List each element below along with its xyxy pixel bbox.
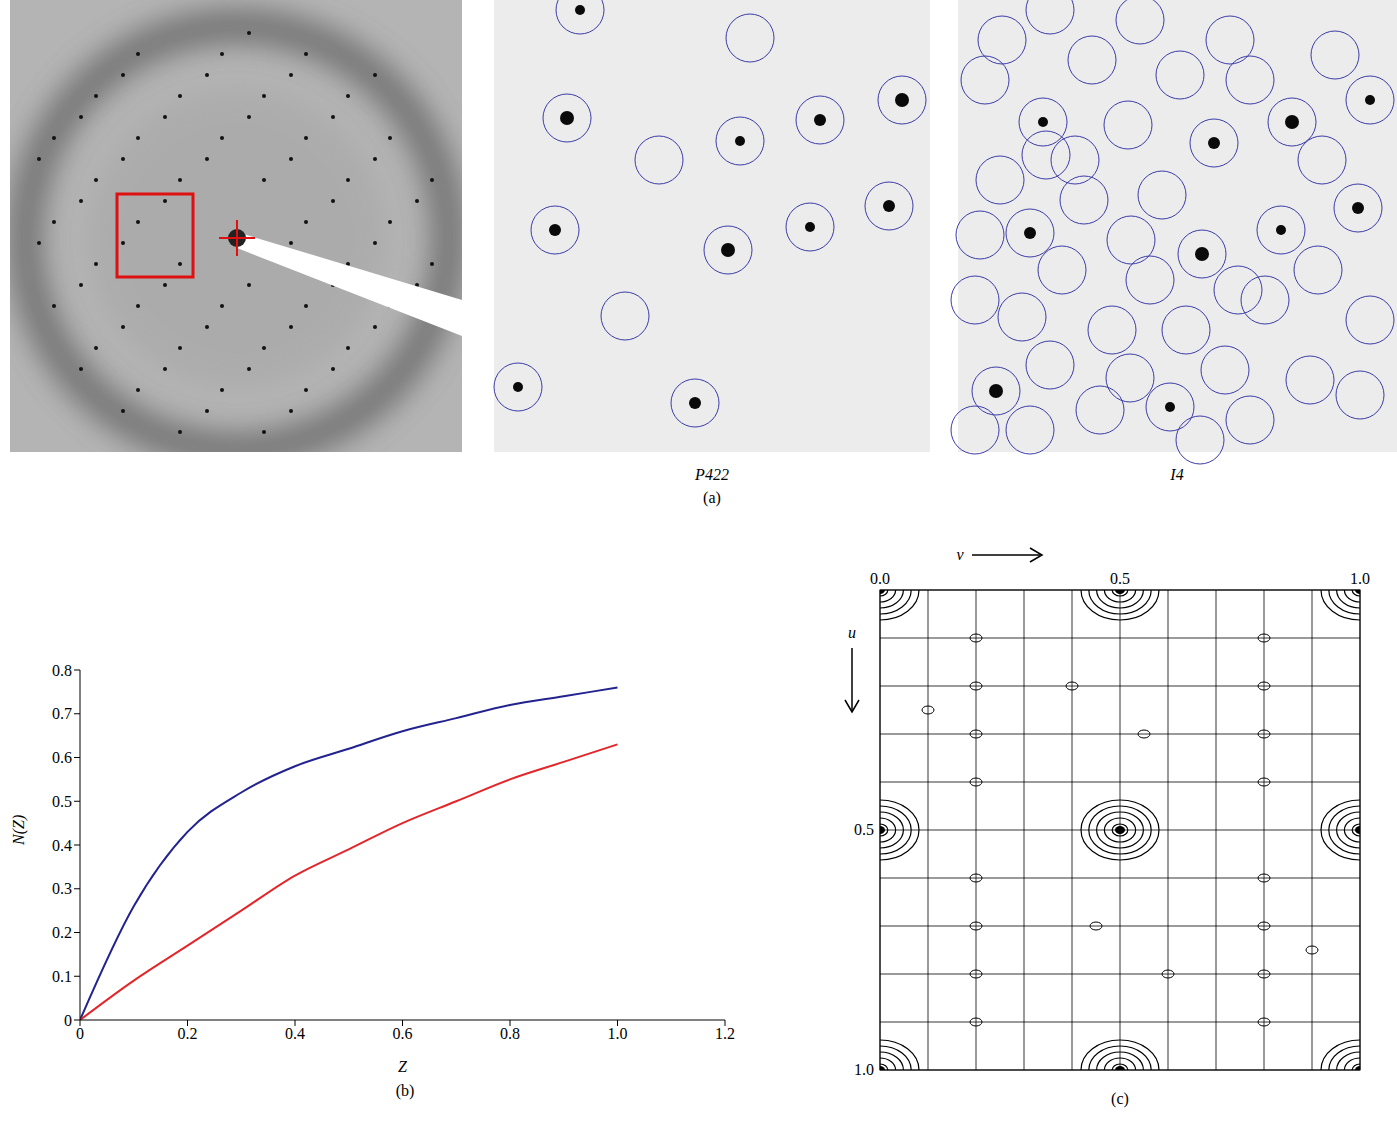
- svg-text:1.2: 1.2: [715, 1025, 735, 1042]
- svg-text:0.5: 0.5: [1110, 570, 1130, 587]
- svg-text:0.6: 0.6: [52, 749, 72, 766]
- svg-text:1.0: 1.0: [854, 1061, 874, 1078]
- svg-text:0.2: 0.2: [52, 924, 72, 941]
- svg-text:(a): (a): [703, 489, 721, 507]
- svg-text:0.3: 0.3: [52, 880, 72, 897]
- svg-text:0.5: 0.5: [854, 821, 874, 838]
- svg-text:I4: I4: [1169, 466, 1183, 483]
- svg-text:0.0: 0.0: [870, 570, 890, 587]
- svg-text:0.8: 0.8: [52, 662, 72, 679]
- svg-text:0.6: 0.6: [393, 1025, 413, 1042]
- svg-text:0.8: 0.8: [500, 1025, 520, 1042]
- svg-text:0.5: 0.5: [52, 793, 72, 810]
- svg-text:v: v: [956, 546, 964, 563]
- svg-text:0.7: 0.7: [52, 705, 72, 722]
- svg-text:1.0: 1.0: [608, 1025, 628, 1042]
- html-text:(b): (b): [395, 1082, 415, 1099]
- svg-text:N(Z): N(Z): [10, 815, 28, 846]
- svg-text:Z: Z: [398, 1058, 408, 1075]
- svg-text:0.4: 0.4: [285, 1025, 305, 1042]
- svg-text:P422: P422: [694, 466, 729, 483]
- svg-text:1.0: 1.0: [1350, 570, 1370, 587]
- svg-text:u: u: [848, 624, 856, 641]
- svg-text:0.2: 0.2: [178, 1025, 198, 1042]
- svg-text:0.4: 0.4: [52, 837, 72, 854]
- svg-text:0: 0: [76, 1025, 84, 1042]
- svg-text:(c): (c): [1111, 1090, 1129, 1108]
- svg-text:0.1: 0.1: [52, 968, 72, 985]
- svg-text:0: 0: [64, 1012, 72, 1029]
